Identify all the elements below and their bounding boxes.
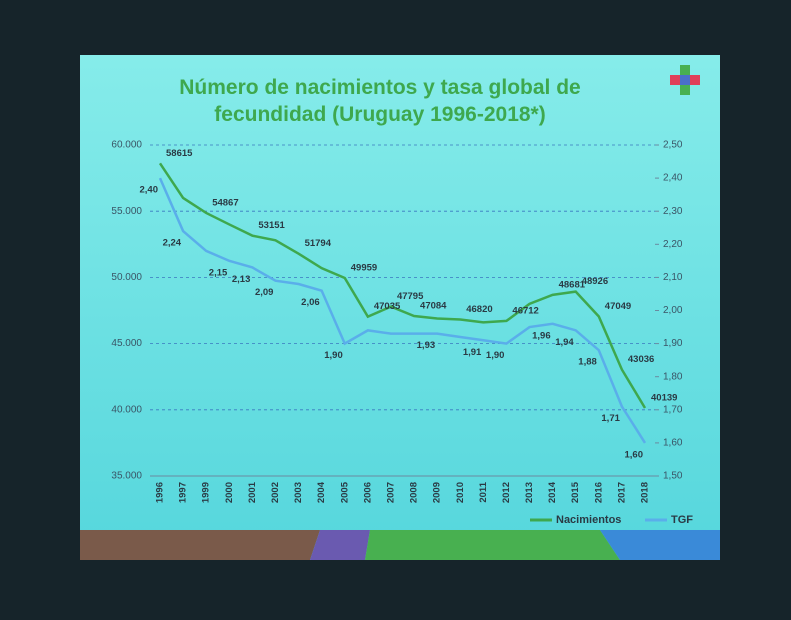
y2-tick-label: 2,10 <box>663 272 683 283</box>
footer-band <box>600 530 720 560</box>
data-label: 48681 <box>559 279 586 290</box>
y2-tick-label: 2,40 <box>663 173 683 184</box>
x-tick-label: 2010 <box>455 482 466 503</box>
x-tick-label: 1997 <box>178 482 189 503</box>
x-tick-label: 2002 <box>270 482 281 503</box>
data-label: 43036 <box>628 354 654 365</box>
x-tick-label: 2013 <box>524 482 535 503</box>
footer-band <box>365 530 620 560</box>
legend-label: Nacimientos <box>556 514 621 526</box>
data-label: 1,71 <box>601 413 620 424</box>
x-tick-label: 1999 <box>201 482 212 503</box>
y-tick-label: 50.000 <box>111 272 142 283</box>
data-label: 1,96 <box>532 330 551 341</box>
data-label: 53151 <box>258 220 285 231</box>
y2-tick-label: 1,70 <box>663 404 683 415</box>
data-label: 1,93 <box>417 340 436 351</box>
data-label: 47084 <box>420 301 447 312</box>
data-label: 46712 <box>512 305 538 316</box>
x-tick-label: 2000 <box>224 482 235 503</box>
data-label: 46820 <box>466 304 492 315</box>
y2-tick-label: 1,50 <box>663 471 683 482</box>
x-tick-label: 1996 <box>155 482 166 503</box>
data-label: 48926 <box>582 276 608 287</box>
data-label: 1,94 <box>555 337 574 348</box>
legend-label: TGF <box>671 514 693 526</box>
data-label: 47035 <box>374 301 401 312</box>
data-label: 49959 <box>351 262 377 273</box>
data-label: 40139 <box>651 392 677 403</box>
x-tick-label: 2007 <box>385 482 396 503</box>
x-tick-label: 2014 <box>547 481 558 503</box>
logo <box>670 65 700 95</box>
data-label: 51794 <box>305 238 332 249</box>
y2-tick-label: 1,60 <box>663 438 683 449</box>
y2-tick-label: 2,30 <box>663 206 683 217</box>
data-label: 2,13 <box>232 274 251 285</box>
data-label: 54867 <box>212 197 238 208</box>
y2-tick-label: 2,20 <box>663 239 683 250</box>
data-label: 2,09 <box>255 287 274 298</box>
y-tick-label: 35.000 <box>111 471 142 482</box>
series-line <box>158 177 647 444</box>
y-tick-label: 40.000 <box>111 404 142 415</box>
footer-band <box>80 530 320 560</box>
data-label: 2,06 <box>301 297 320 308</box>
y-tick-label: 45.000 <box>111 338 142 349</box>
x-tick-label: 2016 <box>593 482 604 503</box>
data-label: 2,40 <box>140 185 159 196</box>
x-tick-label: 2018 <box>640 482 651 503</box>
data-label: 1,90 <box>486 350 505 361</box>
x-tick-label: 2017 <box>616 482 627 503</box>
x-tick-label: 2011 <box>478 481 489 502</box>
data-label: 1,88 <box>578 357 597 368</box>
y2-tick-label: 2,50 <box>663 140 683 151</box>
data-label: 2,24 <box>163 238 182 249</box>
data-label: 58615 <box>166 148 193 159</box>
data-label: 1,90 <box>324 350 343 361</box>
x-tick-label: 2015 <box>570 481 581 503</box>
y2-tick-label: 1,80 <box>663 371 683 382</box>
x-tick-label: 2006 <box>362 482 373 503</box>
y2-tick-label: 1,90 <box>663 338 683 349</box>
y2-tick-label: 2,00 <box>663 305 683 316</box>
series-line <box>158 162 647 409</box>
footer-band <box>310 530 370 560</box>
x-tick-label: 2003 <box>293 482 304 503</box>
x-tick-label: 2001 <box>247 481 258 503</box>
x-tick-label: 2004 <box>316 481 327 503</box>
data-label: 1,60 <box>625 449 644 460</box>
data-label: 2,15 <box>209 267 228 278</box>
x-tick-label: 2009 <box>432 482 443 503</box>
x-tick-label: 2008 <box>409 482 420 503</box>
y-tick-label: 55.000 <box>111 206 142 217</box>
data-label: 1,91 <box>463 347 482 358</box>
y-tick-label: 60.000 <box>111 140 142 151</box>
data-label: 47795 <box>397 291 424 302</box>
x-tick-label: 2012 <box>501 482 512 503</box>
chart-title: Número de nacimientos y tasa global de fe… <box>179 76 580 126</box>
x-tick-label: 2005 <box>339 481 350 503</box>
data-label: 47049 <box>605 301 631 312</box>
